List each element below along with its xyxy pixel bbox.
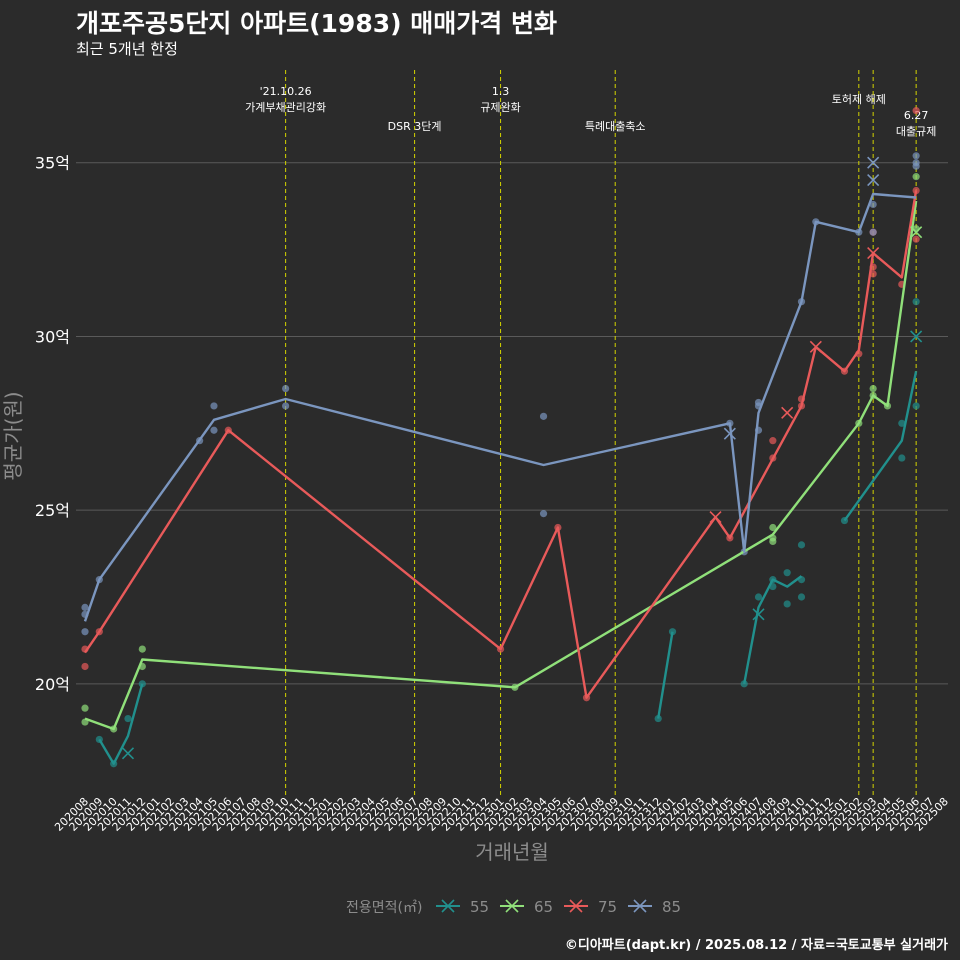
legend-label: 85 — [662, 898, 681, 916]
data-point-65 — [138, 645, 146, 653]
cross-marker-55 — [121, 747, 135, 760]
x-tick-labels: 2020082020092020102020112020122021012021… — [52, 795, 951, 834]
series-line-75 — [84, 190, 918, 699]
legend-key-55 — [436, 899, 460, 913]
data-point-85 — [210, 426, 218, 434]
event-label: 1.3 — [492, 85, 510, 98]
data-point-75 — [912, 107, 920, 115]
cross-marker-85 — [723, 427, 736, 440]
series-line-55 — [98, 370, 918, 765]
data-point-65 — [912, 173, 920, 181]
data-point-55 — [898, 454, 906, 462]
chart-subtitle: 최근 5개년 한정 — [76, 40, 178, 58]
data-point-85 — [282, 402, 290, 410]
data-point-85 — [912, 152, 920, 160]
data-point-85 — [912, 159, 920, 167]
data-point-55 — [783, 569, 791, 577]
legend-label: 75 — [598, 898, 617, 916]
data-point-55 — [740, 680, 748, 688]
y-tick-label: 25억 — [35, 501, 70, 520]
legend-title: 전용면적(㎡) — [346, 900, 422, 916]
data-point-55 — [754, 593, 763, 601]
legend-key-cross — [569, 899, 583, 913]
cross-marker-85 — [867, 156, 880, 169]
cross-marker-75 — [709, 511, 722, 524]
event-label: DSR 3단계 — [388, 120, 442, 133]
data-point-55 — [898, 419, 906, 427]
data-point-85 — [869, 228, 877, 236]
x-axis-label: 거래년월 — [475, 840, 549, 864]
cross-marker-55 — [752, 608, 765, 621]
series-lines — [83, 190, 918, 765]
legend-key-cross — [441, 899, 455, 913]
y-tick-labels: 20억 25억 30억 35억 — [35, 154, 70, 694]
cross-marker-75 — [781, 406, 794, 419]
legend: 전용면적(㎡) 55 65 75 85 — [346, 898, 681, 916]
event-label: 대출규제 — [896, 125, 936, 138]
cross-marker-75 — [809, 340, 822, 353]
grid-lines — [76, 162, 948, 685]
legend-key-65 — [500, 899, 524, 913]
y-axis-label: 평균가(원) — [1, 391, 25, 480]
legend-key-85 — [628, 899, 652, 913]
cross-markers — [121, 156, 923, 760]
event-label: 규제완화 — [480, 101, 520, 114]
event-label: 토허제 해제 — [832, 92, 886, 106]
data-point-55 — [124, 714, 132, 723]
cross-marker-75 — [867, 247, 880, 260]
data-point-55 — [797, 541, 806, 549]
series-line-85 — [83, 192, 917, 622]
legend-key-cross — [505, 899, 519, 913]
legend-key-cross — [633, 899, 647, 913]
data-point-85 — [210, 402, 218, 410]
data-point-85 — [81, 603, 89, 612]
data-point-75 — [81, 662, 89, 671]
data-point-65 — [769, 537, 777, 546]
legend-label: 55 — [470, 898, 489, 916]
data-point-55 — [912, 402, 920, 410]
source-caption: ©디아파트(dapt.kr) / 2025.08.12 / 자료=국토교통부 실… — [564, 938, 948, 953]
chart-title: 개포주공5단지 아파트(1983) 매매가격 변화 — [76, 9, 557, 38]
y-tick-label: 35억 — [35, 154, 70, 173]
data-point-75 — [769, 437, 777, 445]
y-tick-label: 30억 — [35, 327, 70, 346]
y-tick-label: 20억 — [35, 675, 70, 694]
event-label: '21.10.26 — [260, 85, 312, 98]
cross-marker-65 — [910, 226, 923, 239]
series-line-65 — [84, 200, 918, 731]
event-label: 가계부채관리강화 — [245, 101, 326, 114]
legend-label: 65 — [534, 898, 553, 916]
data-point-85 — [282, 384, 290, 393]
cross-marker-55 — [910, 330, 923, 343]
data-point-85 — [81, 628, 89, 636]
data-point-85 — [539, 412, 548, 420]
cross-marker-85 — [867, 174, 880, 187]
data-point-55 — [797, 593, 806, 601]
data-point-65 — [869, 384, 877, 393]
data-point-65 — [81, 704, 89, 712]
data-point-65 — [769, 523, 777, 532]
event-label: 6.27 — [904, 109, 929, 122]
legend-key-75 — [564, 899, 588, 913]
event-label: 특례대출축소 — [585, 120, 646, 133]
data-point-85 — [869, 200, 877, 209]
data-point-55 — [783, 600, 791, 608]
data-point-55 — [912, 298, 920, 306]
data-point-85 — [539, 510, 548, 518]
data-point-75 — [912, 235, 920, 243]
